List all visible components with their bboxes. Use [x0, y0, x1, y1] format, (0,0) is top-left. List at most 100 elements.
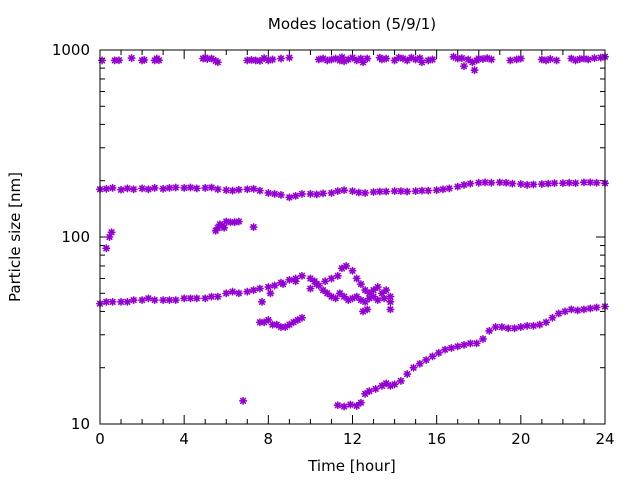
- data-point-stroke: [593, 304, 600, 311]
- data-point: [445, 184, 454, 193]
- data-point-stroke: [160, 185, 167, 192]
- data-point: [447, 343, 456, 352]
- data-point-stroke: [343, 262, 350, 270]
- data-point-stroke: [387, 306, 394, 313]
- data-point: [140, 55, 149, 64]
- data-point: [409, 363, 418, 372]
- data-point-stroke: [492, 323, 499, 331]
- data-point: [506, 56, 515, 65]
- data-point-stroke: [370, 293, 377, 300]
- data-point-stroke: [397, 187, 404, 195]
- data-point-stroke: [109, 298, 116, 305]
- data-point-stroke: [410, 364, 417, 371]
- data-point-stroke: [524, 181, 531, 188]
- data-point: [579, 305, 588, 314]
- data-point: [592, 303, 601, 312]
- data-point-stroke: [551, 180, 558, 187]
- data-point: [542, 318, 551, 327]
- data-point: [365, 387, 374, 396]
- data-point-stroke: [587, 305, 594, 312]
- data-point-stroke: [256, 285, 264, 292]
- data-point: [201, 183, 210, 192]
- data-point: [516, 54, 525, 63]
- data-point-stroke: [370, 287, 377, 294]
- data-point-stroke: [244, 288, 251, 295]
- data-point: [268, 55, 277, 64]
- data-point-stroke: [460, 63, 468, 70]
- data-point-stroke: [340, 403, 348, 410]
- data-point-stroke: [250, 287, 257, 294]
- data-point: [220, 223, 229, 232]
- data-point-stroke: [244, 186, 251, 193]
- data-point: [255, 284, 264, 293]
- data-point: [201, 294, 210, 303]
- data-point: [186, 183, 195, 192]
- data-point-stroke: [446, 185, 453, 192]
- data-point-stroke: [130, 186, 137, 193]
- data-point-stroke: [376, 188, 383, 195]
- data-point: [590, 54, 599, 63]
- data-point: [129, 185, 138, 194]
- data-point-stroke: [256, 57, 264, 64]
- data-point-stroke: [214, 186, 221, 193]
- data-point-stroke: [549, 314, 556, 321]
- data-point-stroke: [572, 180, 579, 187]
- data-point-stroke: [412, 187, 419, 195]
- data-point: [466, 339, 475, 348]
- data-point: [171, 296, 180, 305]
- data-point-stroke: [383, 380, 390, 387]
- data-point-stroke: [286, 194, 293, 201]
- data-point-stroke: [193, 295, 200, 302]
- data-point: [428, 352, 437, 361]
- data-point-stroke: [235, 186, 242, 193]
- data-point: [352, 274, 361, 283]
- data-point-stroke: [117, 186, 125, 193]
- data-point: [258, 297, 267, 306]
- data-point: [434, 348, 443, 357]
- data-point: [375, 187, 384, 196]
- data-point: [264, 188, 273, 197]
- data-point-stroke: [298, 272, 306, 279]
- x-tick-label: 16: [427, 430, 446, 448]
- data-point-stroke: [524, 322, 531, 329]
- data-point-stroke: [574, 307, 581, 314]
- data-point-stroke: [340, 187, 348, 194]
- data-point-stroke: [467, 180, 474, 187]
- data-point: [428, 55, 437, 64]
- data-point: [285, 275, 294, 284]
- data-point-stroke: [328, 189, 335, 197]
- data-points: [96, 52, 610, 411]
- data-point-stroke: [324, 290, 331, 297]
- data-point: [291, 277, 300, 286]
- data-point-stroke: [239, 397, 247, 404]
- data-point-stroke: [397, 377, 404, 385]
- data-point-stroke: [193, 185, 200, 192]
- data-point: [102, 297, 111, 306]
- data-point-stroke: [362, 390, 369, 397]
- data-point: [276, 190, 285, 199]
- data-point-stroke: [568, 55, 575, 62]
- data-point: [390, 187, 399, 196]
- data-point: [171, 183, 180, 192]
- data-point: [123, 297, 132, 306]
- data-point: [453, 342, 462, 351]
- data-point-stroke: [256, 187, 264, 194]
- data-point-stroke: [336, 290, 343, 297]
- data-point-stroke: [517, 55, 524, 62]
- data-point: [365, 289, 374, 298]
- axis-ticks: 0 4 8 12 16 20 24 10 100 1000: [52, 41, 615, 448]
- data-point-stroke: [286, 321, 293, 328]
- chart-title: Modes location (5/9/1): [268, 15, 436, 33]
- data-point-stroke: [362, 189, 369, 197]
- data-point: [516, 180, 525, 189]
- data-point-stroke: [204, 55, 211, 63]
- data-point-stroke: [408, 54, 415, 61]
- data-point-stroke: [391, 187, 398, 195]
- data-point-stroke: [269, 321, 276, 328]
- data-point: [529, 180, 538, 189]
- data-point-stroke: [429, 353, 436, 360]
- data-point: [285, 53, 294, 62]
- data-point-stroke: [277, 191, 285, 198]
- data-point: [432, 186, 441, 195]
- plot-frame: [99, 49, 606, 425]
